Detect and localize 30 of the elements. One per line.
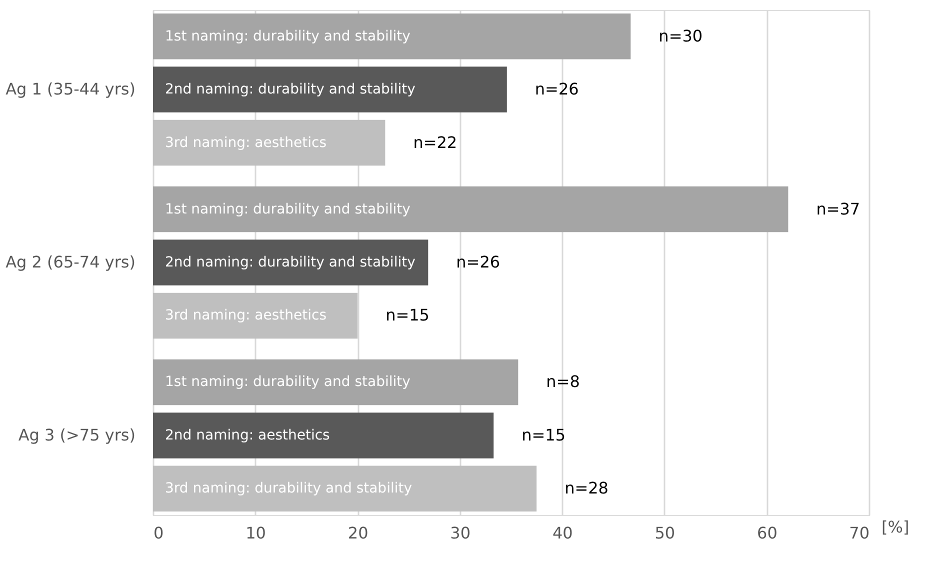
annotation: 2nd naming: durability and stability xyxy=(165,82,416,98)
annotation: 3rd naming: durability and stability xyxy=(165,480,412,497)
x-tick-label: 70 xyxy=(849,524,870,542)
x-tick-label: 0 xyxy=(154,524,164,542)
annotation: n=15 xyxy=(522,425,566,444)
annotation: n=22 xyxy=(413,132,458,152)
annotation: n=26 xyxy=(534,80,579,99)
annotation: 2nd naming: durability and stability xyxy=(165,254,416,270)
annotation: 2nd naming: aesthetics xyxy=(165,427,330,444)
annotation: 1st naming: durability and stability xyxy=(165,374,410,390)
x-tick-label: 60 xyxy=(757,524,778,542)
x-tick-label: 40 xyxy=(552,524,573,542)
annotation: 3rd naming: aesthetics xyxy=(165,308,326,324)
annotation: n=8 xyxy=(546,372,580,392)
x-axis-title: [%] xyxy=(882,518,910,536)
x-tick-label: 10 xyxy=(246,524,266,542)
y-tick-label: Ag 2 (65-74 yrs) xyxy=(6,252,136,272)
x-tick-label: 30 xyxy=(450,524,471,542)
y-tick-label: Ag 3 (>75 yrs) xyxy=(18,425,136,444)
annotation: n=30 xyxy=(658,26,703,46)
x-tick-label: 50 xyxy=(654,524,676,542)
annotation: 1st naming: durability and stability xyxy=(165,28,410,44)
annotation: n=37 xyxy=(816,199,860,218)
annotation: 1st naming: durability and stability xyxy=(165,201,410,218)
annotation: 3rd naming: aesthetics xyxy=(165,134,326,151)
annotation: n=26 xyxy=(456,252,500,272)
x-tick-label: 20 xyxy=(348,524,368,542)
y-tick-label: Ag 1 (35-44 yrs) xyxy=(6,80,136,99)
annotation: n=28 xyxy=(564,478,608,498)
annotation: n=15 xyxy=(386,306,430,325)
